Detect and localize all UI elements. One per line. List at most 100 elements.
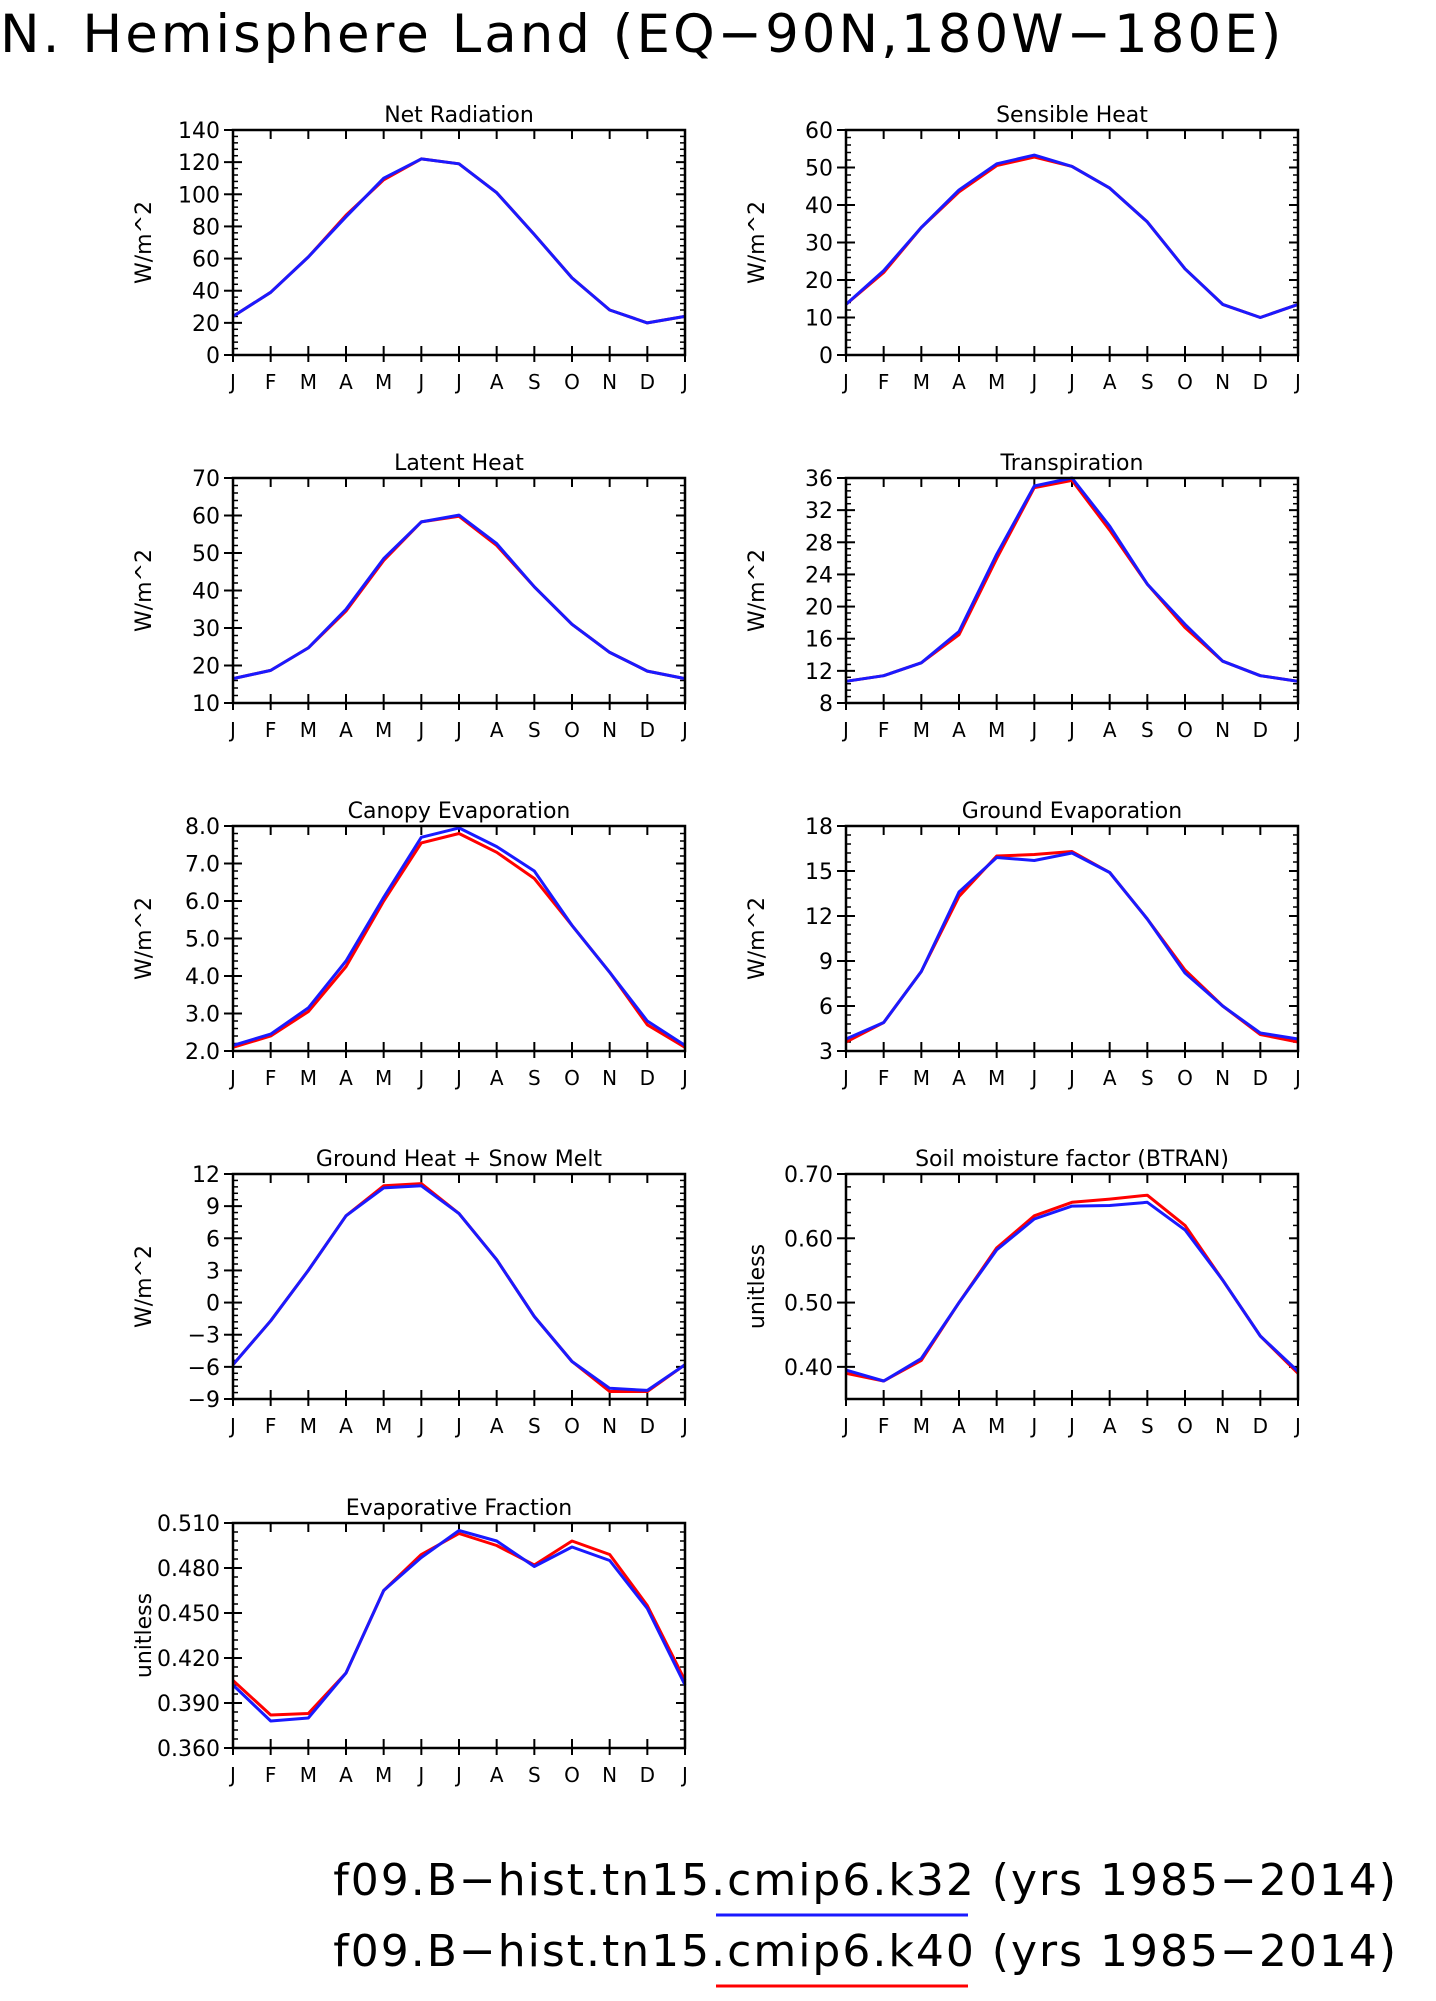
y-tick-label: 10 (805, 307, 833, 332)
chart-title: Latent Heat (394, 451, 524, 476)
x-tick-label: F (265, 370, 277, 394)
x-tick-label: S (528, 1414, 541, 1438)
y-axis-label: W/m^2 (132, 201, 157, 284)
y-tick-label: 0.60 (784, 1227, 833, 1252)
x-tick-label: A (339, 1414, 353, 1438)
plot-frame (844, 128, 1300, 357)
y-tick-label: 12 (192, 1163, 220, 1188)
y-tick-label: 0.450 (157, 1602, 220, 1627)
chart-title: Ground Evaporation (962, 799, 1182, 824)
x-tick-label: M (375, 1763, 392, 1787)
x-tick-label: N (1215, 718, 1230, 742)
x-tick-label: J (841, 718, 849, 742)
x-tick-label: N (602, 718, 617, 742)
x-tick-label: S (528, 370, 541, 394)
x-tick-label: J (680, 370, 688, 394)
x-tick-label: N (1215, 1414, 1230, 1438)
chart-title: Soil moisture factor (BTRAN) (915, 1147, 1229, 1172)
x-tick-label: J (841, 370, 849, 394)
x-tick-label: A (490, 718, 504, 742)
series-line-k40 (232, 157, 686, 325)
x-tick-label: J (228, 718, 236, 742)
y-tick-label: 60 (805, 119, 833, 144)
y-tick-label: 40 (192, 580, 220, 605)
y-tick-label: 6.0 (185, 890, 220, 915)
series-line-k32 (232, 157, 686, 325)
y-tick-label: 9 (819, 950, 833, 975)
y-tick-label: 0.50 (784, 1292, 833, 1317)
series-line-k32 (231, 1184, 686, 1392)
y-tick-label: 3.0 (185, 1003, 220, 1028)
y-tick-label: 2.0 (185, 1040, 220, 1065)
x-tick-label: A (490, 1763, 504, 1787)
series-line-k32 (232, 826, 686, 1047)
y-tick-label: 60 (192, 248, 220, 273)
x-tick-label: F (878, 718, 890, 742)
x-tick-label: M (300, 718, 317, 742)
y-tick-label: 30 (192, 617, 220, 642)
x-tick-label: D (640, 1066, 655, 1090)
x-tick-label: O (1177, 718, 1193, 742)
plot-frame (231, 824, 687, 1053)
y-tick-label: 5.0 (185, 928, 220, 953)
x-tick-label: J (1067, 1414, 1075, 1438)
y-tick-label: 3 (206, 1259, 220, 1284)
x-tick-label: F (265, 718, 277, 742)
y-axis-label: unitless (132, 1593, 157, 1678)
x-tick-label: S (528, 1066, 541, 1090)
series-line-k32 (845, 851, 1299, 1041)
x-tick-label: F (265, 1763, 277, 1787)
x-tick-label: A (1103, 1414, 1117, 1438)
legend: f09.B−hist.tn15.cmip6.k32 (yrs 1985−2014… (333, 1855, 1398, 1988)
series-line-k40 (232, 514, 686, 681)
y-tick-label: 28 (805, 531, 833, 556)
x-tick-label: M (375, 1414, 392, 1438)
x-tick-label: J (228, 1414, 236, 1438)
x-tick-label: S (1141, 1414, 1154, 1438)
x-tick-label: J (841, 1066, 849, 1090)
x-tick-label: D (1253, 718, 1268, 742)
x-tick-label: M (375, 718, 392, 742)
x-tick-label: J (416, 1414, 424, 1438)
x-tick-label: J (228, 370, 236, 394)
x-tick-label: A (952, 1414, 966, 1438)
y-axis-label: W/m^2 (132, 897, 157, 980)
y-tick-label: 60 (192, 505, 220, 530)
x-tick-label: J (1067, 1066, 1075, 1090)
y-tick-label: 0.420 (157, 1647, 220, 1672)
x-tick-label: M (300, 1414, 317, 1438)
x-tick-label: F (265, 1066, 277, 1090)
x-tick-label: O (1177, 370, 1193, 394)
x-tick-label: F (878, 1414, 890, 1438)
chart-title: Evaporative Fraction (346, 1496, 572, 1521)
y-tick-label: 9 (206, 1195, 220, 1220)
y-tick-label: −9 (188, 1388, 220, 1413)
y-axis-label: W/m^2 (132, 549, 157, 632)
x-tick-label: A (339, 370, 353, 394)
y-tick-label: 40 (805, 194, 833, 219)
y-tick-label: 40 (192, 280, 220, 305)
y-tick-label: 10 (192, 692, 220, 717)
x-tick-label: J (454, 718, 462, 742)
y-tick-label: 50 (192, 542, 220, 567)
x-tick-label: J (454, 370, 462, 394)
x-tick-label: J (841, 1414, 849, 1438)
x-tick-label: O (564, 718, 580, 742)
x-tick-label: M (913, 370, 930, 394)
x-tick-label: D (640, 1763, 655, 1787)
chart-panel: Evaporative Fraction unitless 0.360 0.390 0.… (132, 1496, 688, 1787)
y-tick-label: 32 (805, 499, 833, 524)
x-tick-label: A (952, 370, 966, 394)
x-tick-label: N (602, 370, 617, 394)
x-tick-label: A (490, 370, 504, 394)
x-tick-label: J (228, 1763, 236, 1787)
legend-label: f09.B−hist.tn15.cmip6.k40 (yrs 1985−2014… (333, 1926, 1398, 1977)
x-tick-label: D (1253, 1066, 1268, 1090)
y-tick-label: 3 (819, 1040, 833, 1065)
x-tick-label: J (454, 1414, 462, 1438)
x-tick-label: J (1293, 1066, 1301, 1090)
figure-title: N. Hemisphere Land (EQ−90N,180W−180E) (0, 4, 1284, 65)
